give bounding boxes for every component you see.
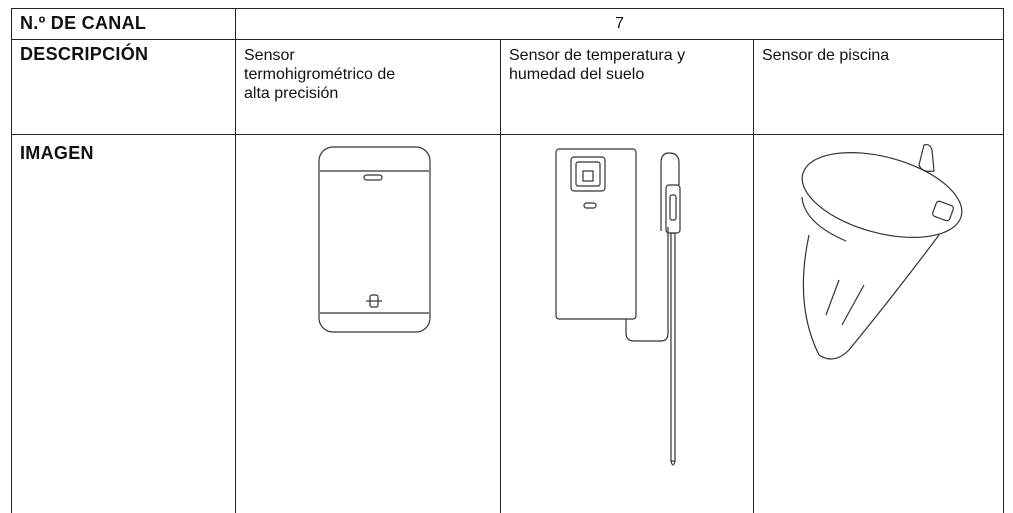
image-cell	[754, 135, 1004, 513]
image-cell	[501, 135, 754, 513]
description: Sensor de temperatura y humedad del suel…	[501, 40, 754, 135]
row: N.º DE CANAL 7	[12, 9, 1004, 40]
channel-table: N.º DE CANAL 7 DESCRIPCIÓN Sensor termoh…	[11, 8, 1004, 513]
image-cell	[236, 135, 501, 513]
description-cell: Sensor termohigrométrico de alta precisi…	[236, 40, 501, 135]
soil-sensor-image	[501, 135, 754, 495]
row-label: N.º DE CANAL	[12, 9, 236, 40]
description: Sensor termohigrométrico de alta precisi…	[244, 46, 416, 103]
row: IMAGEN	[12, 135, 1004, 513]
description: Sensor de piscina	[754, 40, 1004, 135]
row-label: DESCRIPCIÓN	[12, 40, 236, 135]
row-label: IMAGEN	[12, 135, 236, 513]
thermo-hygro-sensor-image	[236, 135, 501, 495]
row: DESCRIPCIÓN Sensor termohigrométrico de …	[12, 40, 1004, 135]
page: {"table": {"rows": [ {"label": "N.º DE C…	[0, 0, 1013, 482]
channel-number: 7	[236, 9, 1004, 40]
pool-sensor-image	[754, 135, 1004, 495]
